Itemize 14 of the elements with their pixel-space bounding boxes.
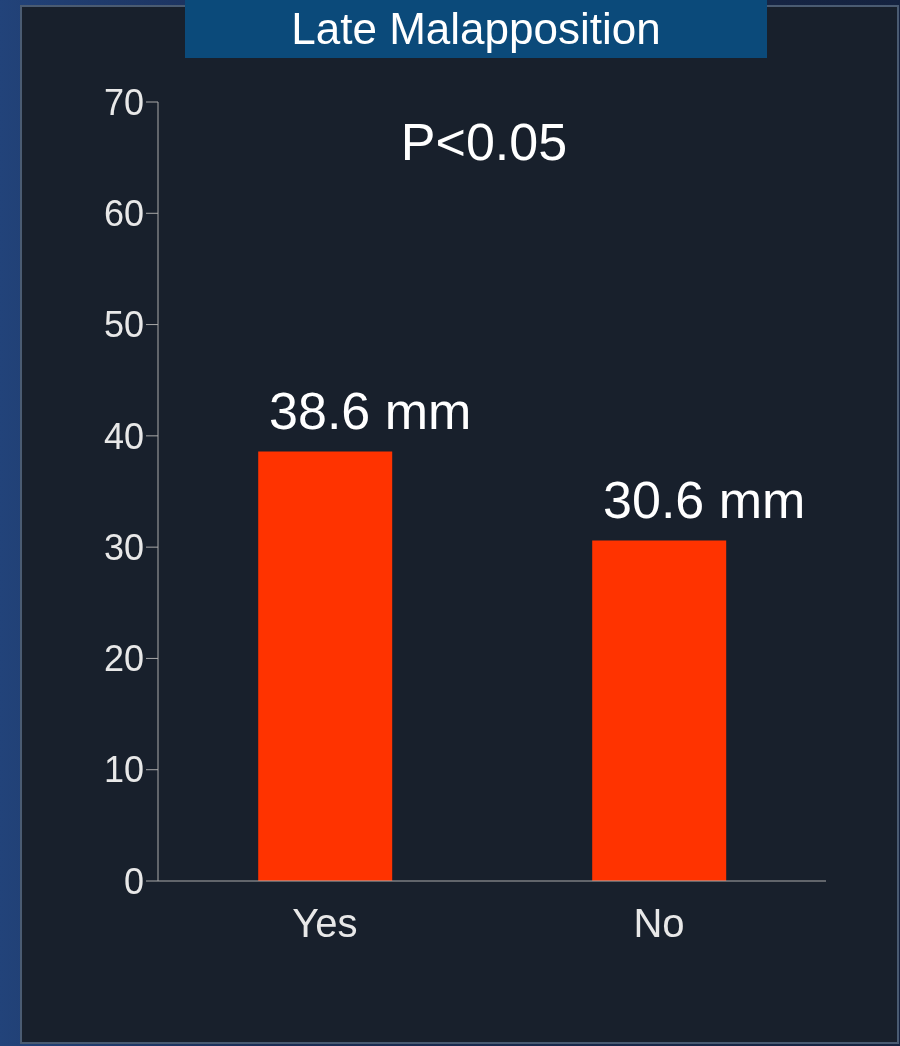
x-tick-label: Yes [292,901,358,946]
x-tick-label: No [633,901,685,946]
y-tick-label: 40 [103,415,144,457]
y-tick-label: 0 [123,860,144,902]
y-tick-label: 50 [103,304,144,346]
data-label: 30.6 mm [603,471,806,530]
annotation: P<0.05 [399,112,569,172]
y-tick-label: 10 [103,749,144,791]
y-tick-label: 20 [103,638,144,680]
data-label: 38.6 mm [269,382,472,441]
chart-title: Late Malapposition [185,0,767,58]
y-tick-label: 30 [103,526,144,568]
y-tick-label: 70 [103,81,144,123]
y-tick-label: 60 [103,193,144,235]
